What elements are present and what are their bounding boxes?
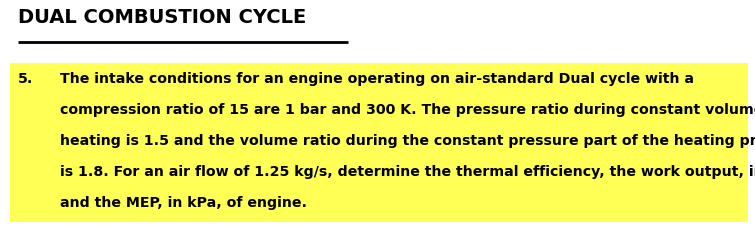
Text: heating is 1.5 and the volume ratio during the constant pressure part of the hea: heating is 1.5 and the volume ratio duri…: [60, 134, 755, 148]
Text: compression ratio of 15 are 1 bar and 300 K. The pressure ratio during constant : compression ratio of 15 are 1 bar and 30…: [60, 103, 755, 117]
Text: is 1.8. For an air flow of 1.25 kg/s, determine the thermal efficiency, the work: is 1.8. For an air flow of 1.25 kg/s, de…: [60, 165, 755, 179]
Text: and the MEP, in kPa, of engine.: and the MEP, in kPa, of engine.: [60, 196, 307, 210]
Text: DUAL COMBUSTION CYCLE: DUAL COMBUSTION CYCLE: [18, 8, 307, 27]
Text: The intake conditions for an engine operating on air-standard Dual cycle with a: The intake conditions for an engine oper…: [60, 72, 694, 86]
Bar: [10, 63, 748, 222]
Text: 5.: 5.: [18, 72, 33, 86]
